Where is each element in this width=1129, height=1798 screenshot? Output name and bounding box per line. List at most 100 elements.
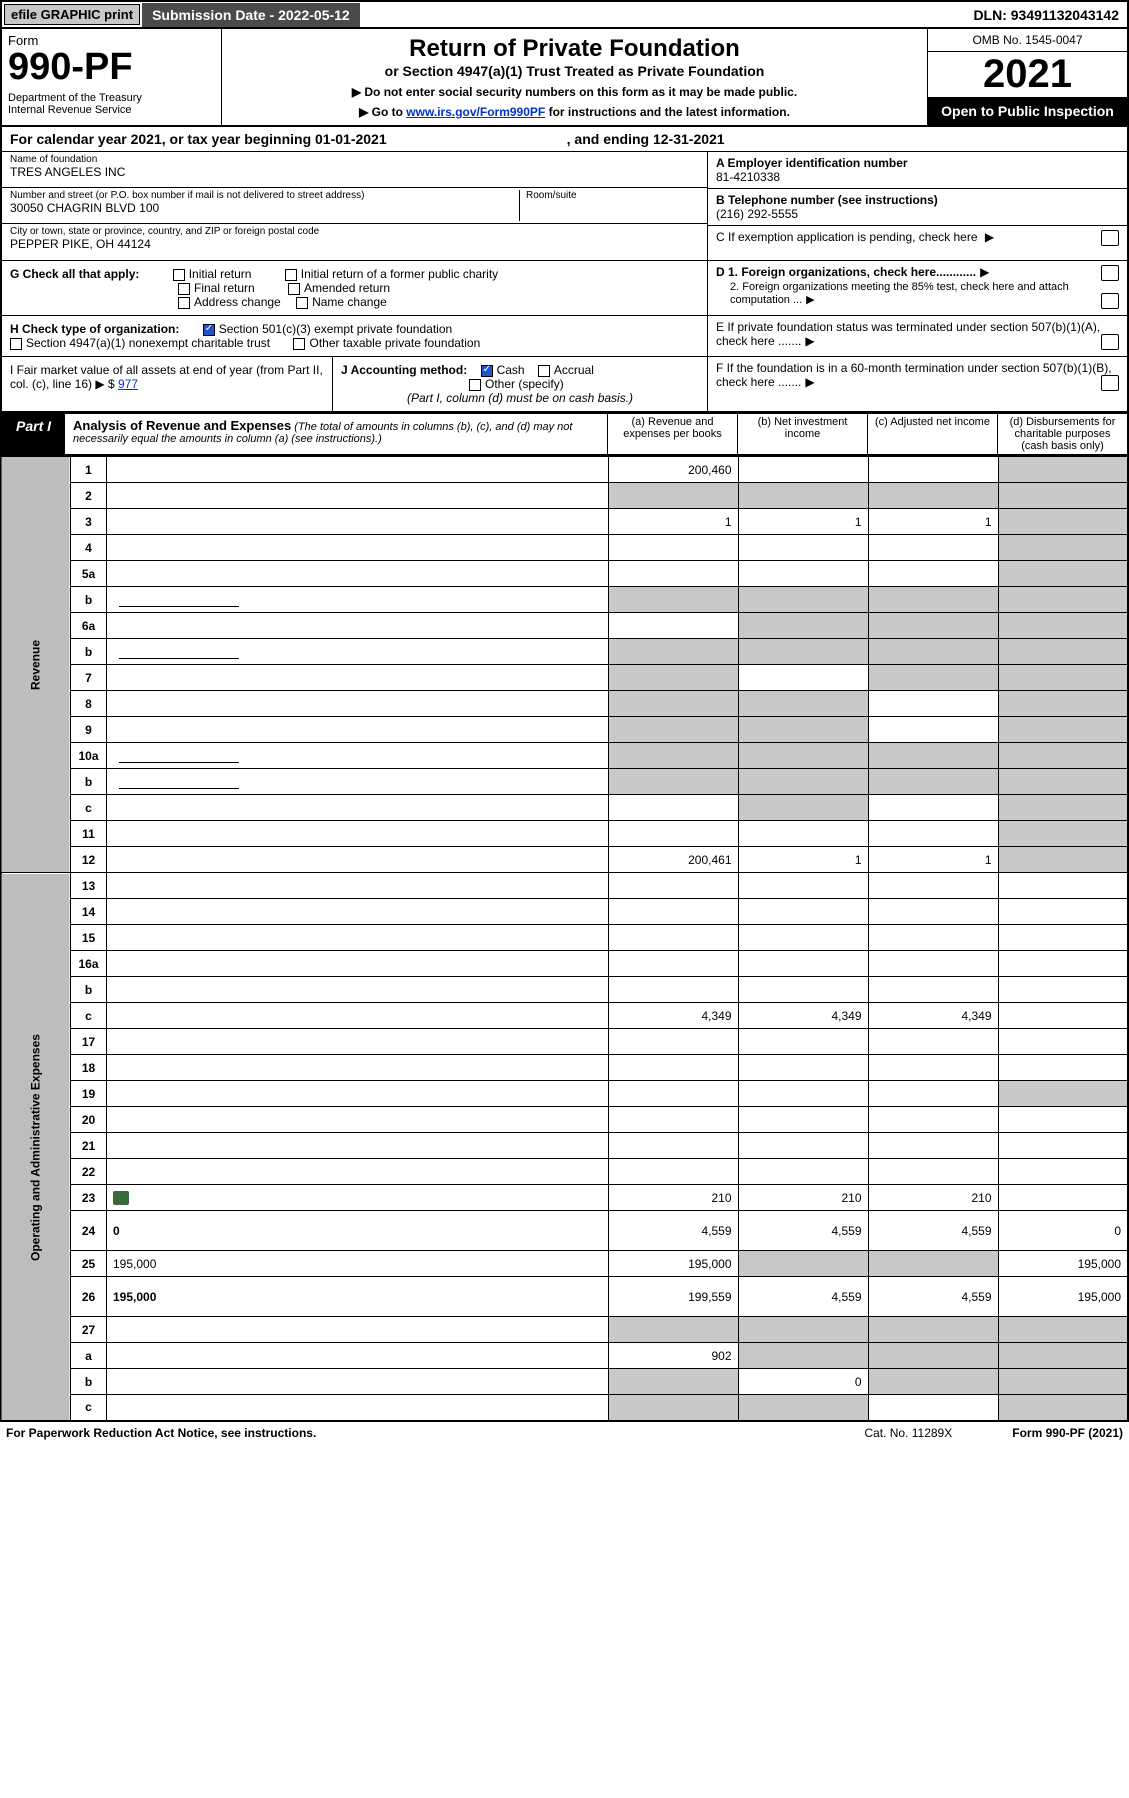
opt-accrual: Accrual <box>554 363 594 377</box>
table-row: 16a <box>1 951 1128 977</box>
table-row: c <box>1 1395 1128 1421</box>
i-prefix: ▶ $ <box>95 377 114 391</box>
instr2-pre: ▶ Go to <box>359 105 406 119</box>
cell-b <box>738 821 868 847</box>
ein-cell: A Employer identification number 81-4210… <box>708 152 1127 189</box>
j-note: (Part I, column (d) must be on cash basi… <box>341 391 699 405</box>
chk-4947[interactable] <box>10 338 22 350</box>
cell-a <box>608 665 738 691</box>
city-value: PEPPER PIKE, OH 44124 <box>10 237 699 251</box>
cell-d <box>998 613 1128 639</box>
cell-c <box>868 873 998 899</box>
cell-b <box>738 899 868 925</box>
cell-d <box>998 509 1128 535</box>
cell-b <box>738 587 868 613</box>
row-desc <box>107 821 609 847</box>
e-checkbox[interactable] <box>1101 334 1119 350</box>
chk-other-method[interactable] <box>469 379 481 391</box>
chk-accrual[interactable] <box>538 365 550 377</box>
cell-b <box>738 743 868 769</box>
section-i: I Fair market value of all assets at end… <box>2 357 332 411</box>
cell-a <box>608 717 738 743</box>
h-label: H Check type of organization: <box>10 322 179 336</box>
tel-value: (216) 292-5555 <box>716 207 1119 221</box>
cell-b <box>738 1081 868 1107</box>
cell-c <box>868 977 998 1003</box>
cell-a <box>608 951 738 977</box>
cell-b <box>738 561 868 587</box>
cell-d <box>998 1395 1128 1421</box>
revenue-side-label: Revenue <box>1 457 71 873</box>
chk-cash[interactable] <box>481 365 493 377</box>
chk-initial-return[interactable] <box>173 269 185 281</box>
row-desc <box>107 691 609 717</box>
row-number: 17 <box>71 1029 107 1055</box>
cell-d <box>998 457 1128 483</box>
cell-d <box>998 925 1128 951</box>
open-inspection-label: Open to Public Inspection <box>928 97 1127 125</box>
row-desc <box>107 769 609 795</box>
e-label: E If private foundation status was termi… <box>716 320 1100 348</box>
cell-d <box>998 1107 1128 1133</box>
cell-c: 210 <box>868 1185 998 1211</box>
chk-address-change[interactable] <box>178 297 190 309</box>
row-desc: 195,000 <box>107 1277 609 1317</box>
row-desc <box>107 1029 609 1055</box>
cell-c <box>868 587 998 613</box>
cell-c: 1 <box>868 509 998 535</box>
d2-checkbox[interactable] <box>1101 293 1119 309</box>
row-number: b <box>71 769 107 795</box>
d1-checkbox[interactable] <box>1101 265 1119 281</box>
row-desc <box>107 977 609 1003</box>
cell-c <box>868 795 998 821</box>
cell-a <box>608 977 738 1003</box>
ein-label: A Employer identification number <box>716 156 1119 170</box>
opt-4947: Section 4947(a)(1) nonexempt charitable … <box>26 336 270 350</box>
table-row: c <box>1 795 1128 821</box>
d1-label: D 1. Foreign organizations, check here..… <box>716 265 976 279</box>
table-row: b0 <box>1 1369 1128 1395</box>
c-checkbox[interactable] <box>1101 230 1119 246</box>
cell-b <box>738 483 868 509</box>
cell-d <box>998 795 1128 821</box>
chk-initial-former[interactable] <box>285 269 297 281</box>
chk-amended[interactable] <box>288 283 300 295</box>
cell-a <box>608 743 738 769</box>
form-subtitle: or Section 4947(a)(1) Trust Treated as P… <box>232 63 917 79</box>
table-row: 19 <box>1 1081 1128 1107</box>
row-number: b <box>71 639 107 665</box>
form-header: Form 990-PF Department of the Treasury I… <box>0 29 1129 127</box>
cell-a <box>608 925 738 951</box>
row-desc <box>107 1369 609 1395</box>
row-desc <box>107 561 609 587</box>
chk-501c3[interactable] <box>203 324 215 336</box>
cell-c <box>868 951 998 977</box>
cell-a <box>608 1107 738 1133</box>
chk-name-change[interactable] <box>296 297 308 309</box>
cell-a <box>608 1395 738 1421</box>
cell-c <box>868 639 998 665</box>
cell-a: 902 <box>608 1343 738 1369</box>
cell-b <box>738 717 868 743</box>
attachment-icon[interactable] <box>113 1191 129 1205</box>
table-row: Revenue1200,460 <box>1 457 1128 483</box>
paperwork-notice: For Paperwork Reduction Act Notice, see … <box>6 1426 316 1440</box>
table-row: 3111 <box>1 509 1128 535</box>
chk-final-return[interactable] <box>178 283 190 295</box>
row-number: 1 <box>71 457 107 483</box>
chk-other-taxable[interactable] <box>293 338 305 350</box>
efile-print-button[interactable]: efile GRAPHIC print <box>4 4 140 25</box>
section-g-d: G Check all that apply: Initial return I… <box>0 261 1129 316</box>
cell-c <box>868 1159 998 1185</box>
cell-b <box>738 613 868 639</box>
table-row: 6a <box>1 613 1128 639</box>
row-number: a <box>71 1343 107 1369</box>
cell-b: 0 <box>738 1369 868 1395</box>
row-number: 9 <box>71 717 107 743</box>
irs-link[interactable]: www.irs.gov/Form990PF <box>406 105 545 119</box>
row-desc <box>107 951 609 977</box>
f-checkbox[interactable] <box>1101 375 1119 391</box>
c-cell: C If exemption application is pending, c… <box>708 226 1127 248</box>
section-e: E If private foundation status was termi… <box>707 316 1127 356</box>
cell-a <box>608 587 738 613</box>
